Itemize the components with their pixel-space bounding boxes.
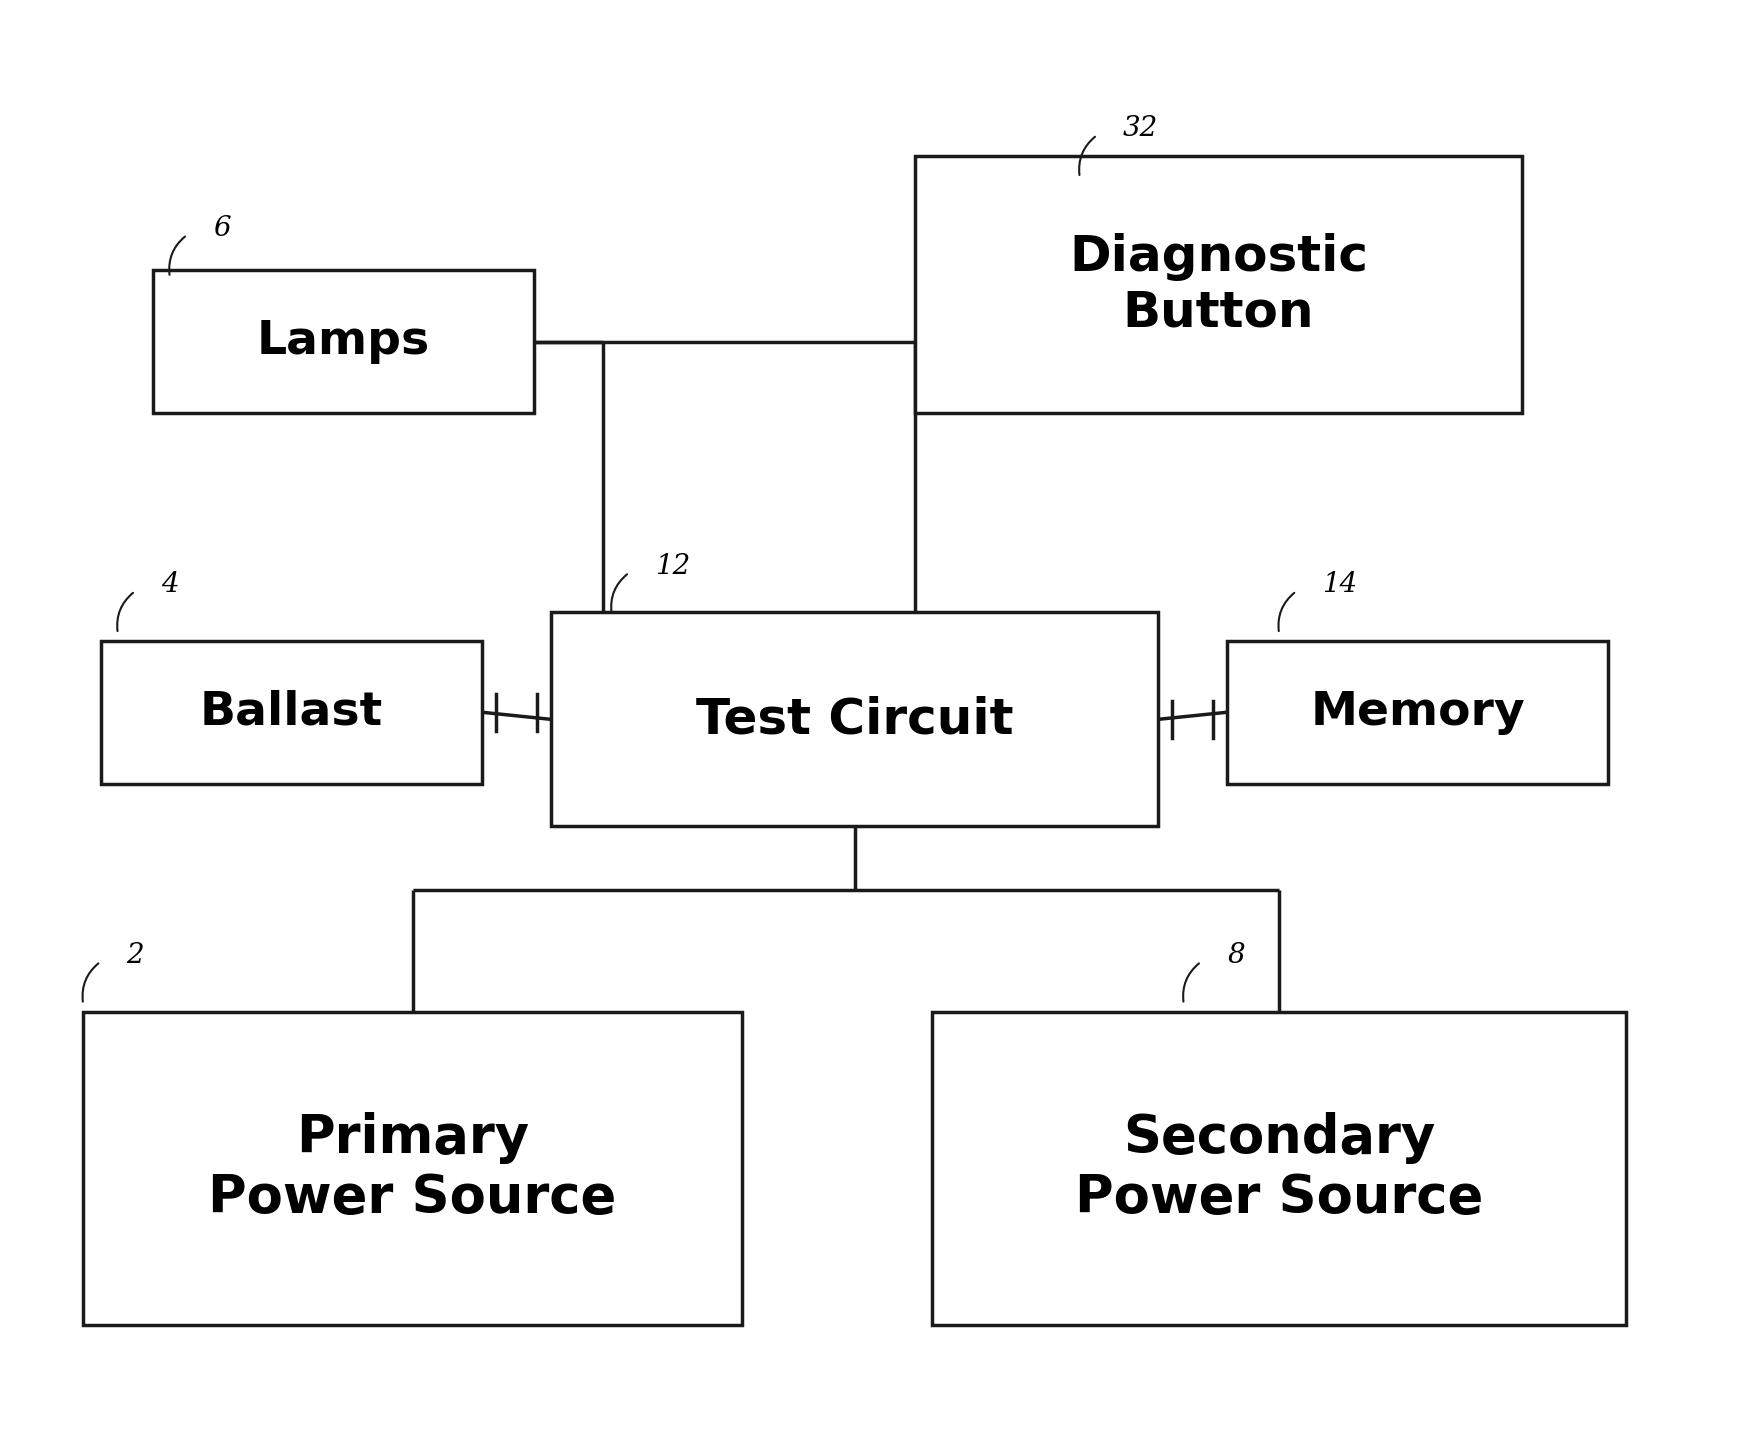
Text: 32: 32 (1124, 115, 1159, 142)
Text: 4: 4 (162, 571, 180, 599)
Text: 6: 6 (213, 215, 231, 241)
Text: Memory: Memory (1310, 690, 1525, 735)
Bar (100, 641, 483, 783)
Text: 12: 12 (655, 552, 690, 580)
Text: Ballast: Ballast (199, 690, 382, 735)
Bar (153, 270, 534, 413)
Text: Lamps: Lamps (257, 320, 430, 365)
Bar (551, 613, 1157, 827)
Text: 8: 8 (1227, 942, 1245, 969)
Text: 14: 14 (1323, 571, 1358, 599)
Bar (83, 1011, 741, 1325)
Text: Test Circuit: Test Circuit (696, 696, 1013, 744)
Bar (916, 157, 1522, 413)
Text: Primary
Power Source: Primary Power Source (208, 1112, 616, 1225)
Bar (933, 1011, 1625, 1325)
Text: Secondary
Power Source: Secondary Power Source (1074, 1112, 1483, 1225)
Bar (1227, 641, 1608, 783)
Text: 2: 2 (127, 942, 144, 969)
Text: Diagnostic
Button: Diagnostic Button (1069, 232, 1368, 337)
